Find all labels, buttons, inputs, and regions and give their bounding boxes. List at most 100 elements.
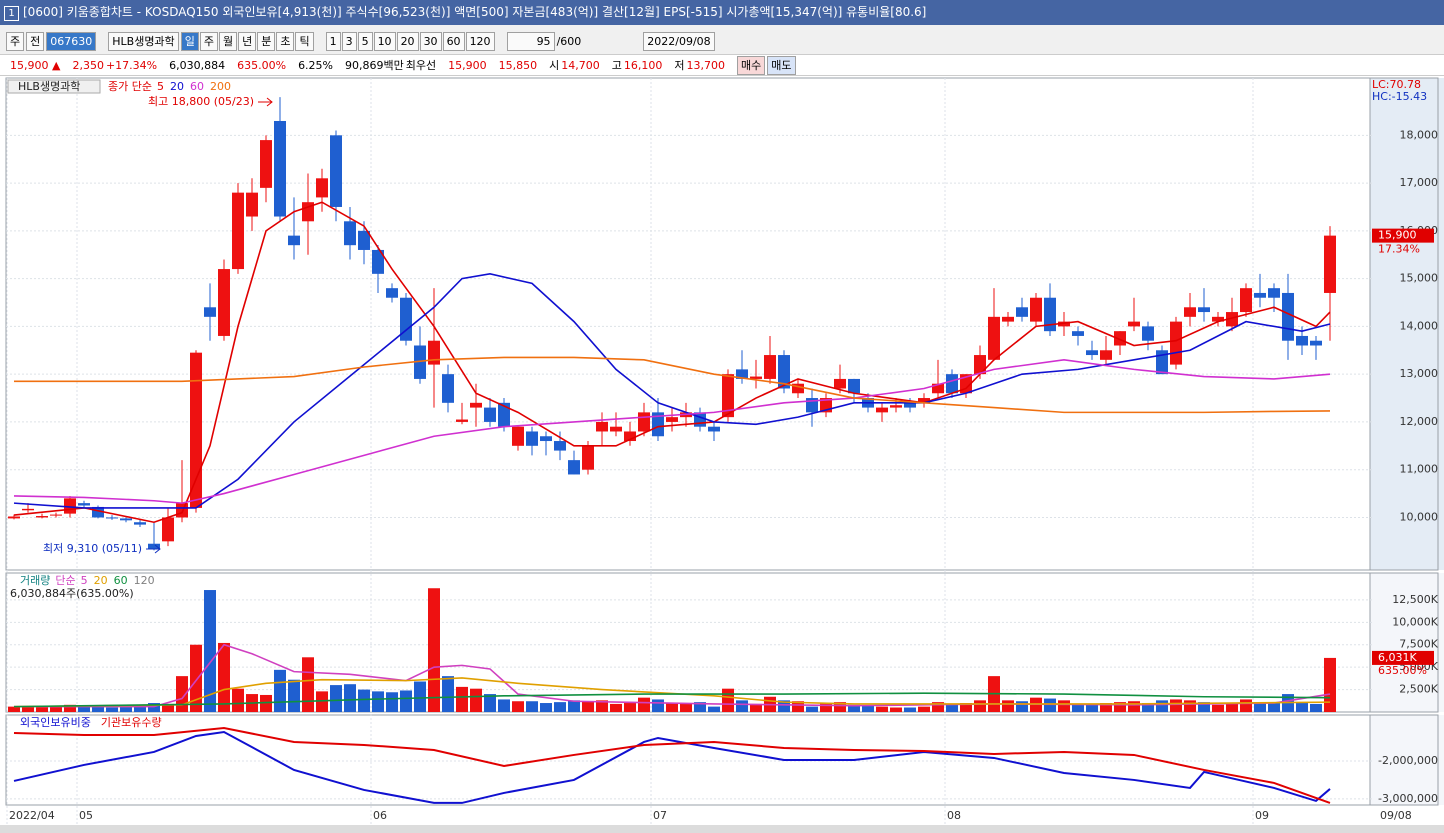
axis-background bbox=[1370, 573, 1444, 712]
y-tick-label: 13,000 bbox=[1400, 367, 1439, 380]
legend-entry: 기관보유수량 bbox=[101, 716, 162, 729]
candle-body bbox=[92, 506, 104, 518]
volume-bar bbox=[1086, 703, 1098, 712]
interval-button[interactable]: 20 bbox=[396, 31, 419, 51]
unit-button[interactable]: 분 bbox=[257, 31, 276, 51]
candle-body bbox=[386, 288, 398, 298]
candle-body bbox=[190, 352, 202, 508]
y-tick-label: 14,000 bbox=[1400, 319, 1439, 332]
interval-button[interactable]: 10 bbox=[373, 31, 396, 51]
volume-bar bbox=[666, 703, 678, 712]
candle-body bbox=[484, 407, 496, 422]
candle-body bbox=[288, 235, 300, 246]
legend-box bbox=[7, 79, 101, 94]
interval-button[interactable]: 5 bbox=[357, 31, 373, 51]
y-tick-label: 11,000 bbox=[1400, 463, 1439, 476]
volume-bar bbox=[638, 697, 650, 712]
volume-bar bbox=[8, 706, 20, 712]
volume-bar bbox=[582, 701, 594, 712]
candle-body bbox=[694, 412, 706, 427]
candle-body bbox=[498, 402, 510, 427]
axis-background bbox=[1370, 715, 1444, 805]
count-input[interactable]: 95 bbox=[506, 31, 555, 51]
candle-body bbox=[260, 140, 272, 188]
legend-entry: 60 bbox=[114, 574, 128, 587]
stock-name[interactable]: HLB생명과학 bbox=[108, 31, 179, 51]
candle-body bbox=[778, 355, 790, 389]
volume-bar bbox=[778, 700, 790, 712]
interval-button[interactable]: 120 bbox=[465, 31, 495, 51]
candle-body bbox=[946, 374, 958, 394]
sell-button[interactable]: 매도 bbox=[767, 55, 796, 75]
high-label: 고 bbox=[611, 59, 622, 72]
volume-bar bbox=[1296, 703, 1308, 712]
interval-button[interactable]: 3 bbox=[341, 31, 357, 51]
candle-body bbox=[540, 436, 552, 442]
volume-bar bbox=[918, 706, 930, 712]
volume-bar bbox=[330, 685, 342, 712]
code-input[interactable]: 067630 bbox=[46, 31, 97, 51]
candle-body bbox=[848, 378, 860, 394]
interval-button[interactable]: 30 bbox=[419, 31, 442, 51]
candle-body bbox=[512, 426, 524, 446]
candle-body bbox=[134, 522, 146, 525]
buy-button[interactable]: 매수 bbox=[737, 55, 766, 75]
last-change-label: 17.34% bbox=[1378, 243, 1420, 256]
unit-button[interactable]: 초 bbox=[276, 31, 295, 51]
unit-button[interactable]: 년 bbox=[238, 31, 257, 51]
unit-button[interactable]: 주 bbox=[199, 31, 218, 51]
unit-button[interactable]: 일 bbox=[180, 31, 199, 51]
candle-body bbox=[1072, 331, 1084, 336]
volume-bar bbox=[1170, 699, 1182, 712]
candle-body bbox=[918, 398, 930, 403]
candle-body bbox=[736, 369, 748, 379]
high-note: 최고 18,800 (05/23) bbox=[148, 95, 254, 108]
candle-body bbox=[106, 517, 118, 519]
candle-body bbox=[652, 412, 664, 437]
unit-button[interactable]: 월 bbox=[218, 31, 238, 51]
interval-button[interactable]: 60 bbox=[442, 31, 465, 51]
volume-marker bbox=[1372, 650, 1434, 665]
volume-bar bbox=[22, 706, 34, 712]
legend-entry: 20 bbox=[94, 574, 108, 587]
candle-body bbox=[8, 516, 20, 519]
volume-bar bbox=[358, 689, 370, 712]
candle-body bbox=[176, 503, 188, 518]
period-select[interactable]: 주 bbox=[6, 31, 25, 51]
line-series bbox=[13, 359, 1331, 504]
candle-body bbox=[610, 426, 622, 432]
volume-bar bbox=[302, 657, 314, 712]
y-tick-label: -2,000,000 bbox=[1378, 754, 1438, 767]
unit-button[interactable]: 틱 bbox=[295, 31, 314, 51]
legend-entry: 20 bbox=[170, 80, 184, 93]
volume-bar bbox=[1268, 703, 1280, 712]
volume-bar bbox=[1142, 703, 1154, 712]
candle-body bbox=[442, 374, 454, 403]
candle-body bbox=[1310, 340, 1322, 346]
volume-bar bbox=[1310, 703, 1322, 712]
volume-bar bbox=[78, 706, 90, 712]
bid: 15,850 bbox=[498, 58, 538, 72]
legend-title: HLB생명과학 bbox=[18, 80, 80, 93]
all-button[interactable]: 전 bbox=[26, 31, 45, 51]
candle-body bbox=[764, 355, 776, 379]
volume-bar bbox=[50, 705, 62, 712]
high: 16,100 bbox=[623, 58, 663, 72]
candle-body bbox=[1128, 321, 1140, 327]
candle-body bbox=[232, 192, 244, 270]
candle-body bbox=[624, 431, 636, 442]
volume-bar bbox=[1114, 702, 1126, 712]
price-marker bbox=[1372, 228, 1434, 243]
volume-bar bbox=[792, 701, 804, 712]
candle-body bbox=[666, 417, 678, 422]
candle-body bbox=[1268, 288, 1280, 298]
low-label: 저 bbox=[674, 59, 685, 72]
volume-bar bbox=[428, 588, 440, 712]
y-tick-label: 2,500K bbox=[1399, 683, 1438, 696]
interval-button[interactable]: 1 bbox=[325, 31, 341, 51]
candle-body bbox=[120, 518, 132, 521]
legend-entry: 200 bbox=[210, 80, 231, 93]
volume-bar bbox=[274, 669, 286, 712]
date-input[interactable]: 2022/09/08 bbox=[643, 31, 715, 51]
